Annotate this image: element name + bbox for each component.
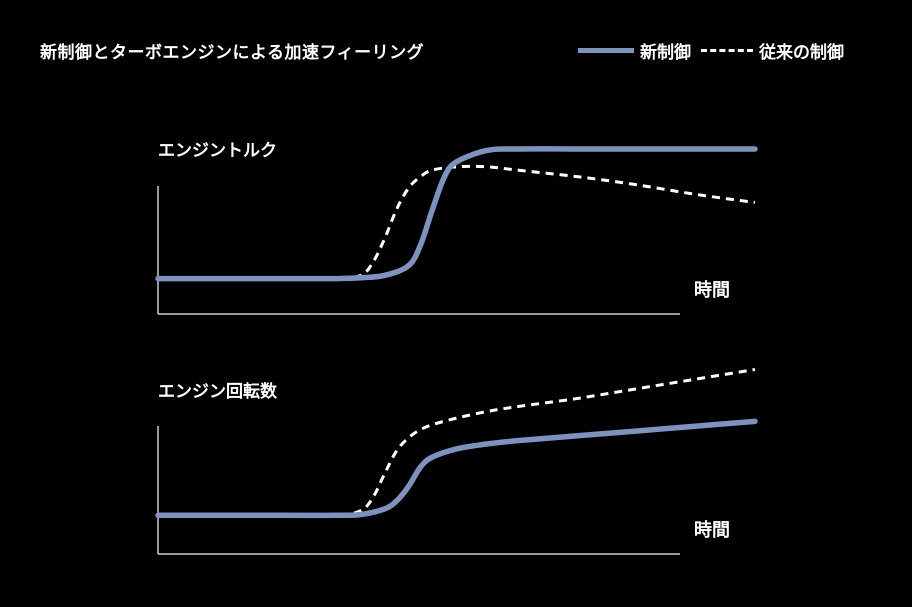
- legend-label-old: 従来の制御: [759, 43, 844, 63]
- torque-panel-title: エンジントルク: [158, 141, 277, 161]
- legend-swatch-new: [578, 48, 634, 53]
- rpm-panel: [155, 368, 758, 555]
- legend-swatch-old: [701, 49, 753, 52]
- torque-series-old-control: [158, 164, 756, 281]
- rpm-x-axis-label: 時間: [694, 520, 730, 541]
- legend-label-new: 新制御: [640, 43, 691, 63]
- rpm-series-new-control: [155, 418, 758, 519]
- figure-title: 新制御とターボエンジンによる加速フィーリング: [40, 43, 425, 63]
- torque-x-axis-label: 時間: [694, 280, 730, 301]
- torque-series-new-control: [155, 146, 758, 282]
- legend: 新制御 従来の制御: [578, 38, 844, 63]
- rpm-series-old-control: [158, 368, 756, 518]
- torque-panel: [155, 146, 758, 315]
- rpm-panel-title: エンジン回転数: [158, 382, 277, 402]
